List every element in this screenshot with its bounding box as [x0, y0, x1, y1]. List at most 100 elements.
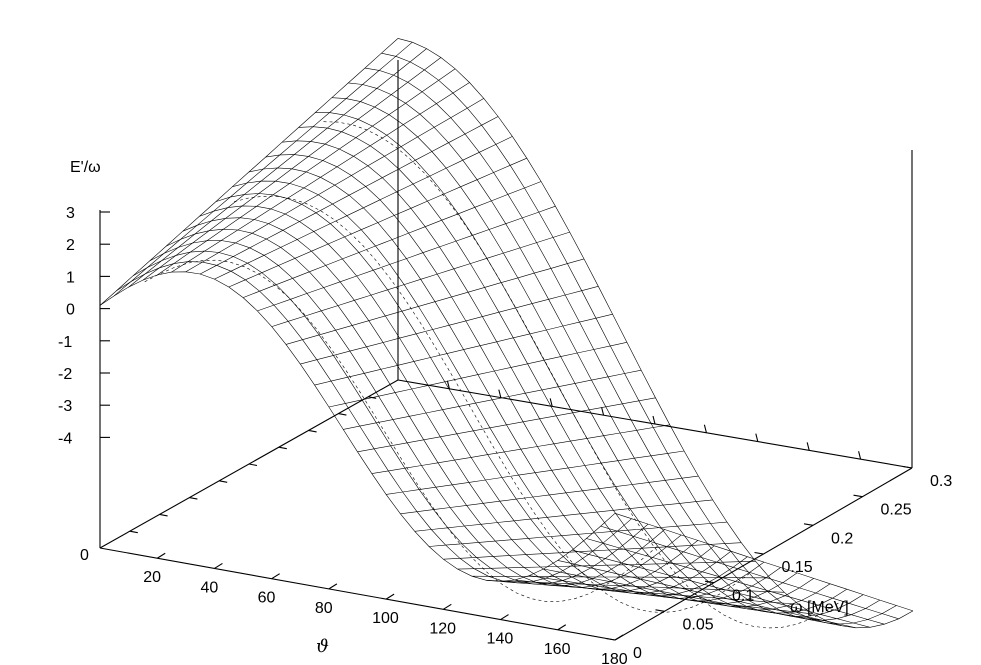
y-tick-label: 0.15: [782, 559, 813, 576]
mesh-line-omega: [232, 180, 748, 597]
mesh-line-theta: [414, 499, 713, 532]
back-tick-mark: [858, 451, 862, 460]
x-axis-title: ϑ: [316, 636, 329, 657]
mesh-line-theta: [228, 157, 527, 288]
y-tick-label: 0.05: [683, 616, 714, 633]
axis-labels: E'/ω 0 ϑ ω [MeV] 3 2 1 0 -1 -2 -3 -4 20 40 60 80 100…: [58, 159, 952, 665]
z-tick-label: -2: [58, 366, 72, 383]
y-tick-label: 0.2: [831, 530, 853, 547]
mesh-line-omega: [298, 126, 814, 608]
mesh-line-omega: [315, 112, 831, 611]
x-tick-label: 180: [601, 651, 628, 665]
back-tick-mark: [308, 429, 317, 433]
y-tick-mark: [704, 580, 715, 584]
y-tick-label: 0.25: [881, 502, 912, 519]
back-tick-mark: [703, 424, 707, 433]
surface-mesh: [99, 38, 914, 629]
x-tick-label: 60: [258, 590, 276, 607]
y-tick-mark: [605, 637, 616, 641]
y-tick-label: 0.1: [732, 588, 754, 605]
mesh-line-theta: [142, 57, 442, 281]
back-tick-mark: [652, 415, 656, 425]
mesh-line-omega: [248, 167, 765, 599]
z-tick-label: 0: [66, 302, 75, 319]
mesh-line-omega: [381, 52, 897, 625]
x-tick-mark: [443, 603, 452, 610]
y-axis-title: ω [MeV]: [790, 599, 849, 616]
z-tick-label: -1: [58, 334, 72, 351]
back-tick-mark: [601, 407, 605, 416]
mesh-line-theta: [157, 68, 456, 276]
contour-line: [234, 195, 750, 613]
back-tick-mark: [549, 398, 553, 407]
y-tick-label: 0: [633, 645, 642, 662]
mesh-line-theta: [457, 561, 756, 570]
mesh-line-theta: [185, 98, 484, 273]
mesh-line-theta: [199, 116, 499, 275]
z-tick-label: 2: [66, 237, 75, 254]
mesh-line-theta: [214, 136, 513, 280]
back-tick-mark: [189, 497, 198, 500]
mesh-line-omega: [265, 154, 781, 602]
back-tick-mark: [498, 389, 502, 398]
z-tick-label: 3: [66, 205, 75, 222]
x-tick-mark: [500, 614, 509, 621]
y-tick-mark: [902, 465, 913, 469]
mesh-line-theta: [428, 521, 728, 547]
contour-line: [144, 259, 660, 602]
mesh-line-theta: [443, 542, 742, 560]
mesh-line-theta: [300, 286, 599, 365]
x-tick-mark: [156, 552, 166, 559]
x-tick-label: 120: [429, 620, 456, 637]
back-tick-mark: [368, 396, 377, 399]
mesh-line-theta: [357, 397, 656, 453]
z-tick-label: 1: [66, 269, 75, 286]
mesh-line-theta: [285, 258, 585, 345]
back-tick-mark: [219, 480, 228, 483]
x-tick-mark: [385, 593, 395, 600]
mesh-line-theta: [572, 549, 871, 628]
z-tick-label: -3: [58, 398, 72, 415]
x-tick-mark: [271, 573, 280, 580]
mesh-line-theta: [500, 581, 799, 605]
mesh-line-theta: [543, 568, 842, 626]
back-tick-mark: [806, 442, 810, 451]
x-tick-label: 40: [200, 579, 218, 596]
back-tick-mark: [278, 446, 287, 450]
y-tick-mark: [803, 523, 814, 526]
mesh-line-theta: [557, 560, 856, 629]
mesh-line-theta: [343, 369, 642, 430]
mesh-line-theta: [586, 538, 885, 625]
z-tick-label: -4: [58, 430, 72, 447]
mesh-line-theta: [600, 525, 899, 620]
x-tick-label: 160: [544, 641, 571, 658]
x-tick-label: 20: [143, 569, 161, 586]
mesh-line-theta: [242, 181, 542, 298]
mesh-line-theta: [328, 342, 627, 408]
mesh-line-theta: [614, 513, 914, 612]
mesh-line-theta: [514, 579, 813, 615]
y-tick-mark: [655, 609, 665, 612]
y-tick-mark: [754, 551, 764, 555]
x-tick-mark: [557, 624, 567, 631]
z-axis-title: E'/ω: [70, 159, 101, 176]
x-tick-mark: [328, 583, 338, 590]
mesh-line-theta: [171, 82, 470, 273]
mesh-line-theta: [257, 205, 556, 312]
mesh-line-theta: [400, 475, 699, 515]
back-tick-mark: [159, 513, 168, 517]
mesh-line-theta: [371, 424, 670, 474]
mesh-line-theta: [471, 575, 770, 579]
x-tick-mark: [214, 562, 223, 569]
mesh-line-theta: [271, 231, 570, 327]
mesh-line-theta: [128, 48, 427, 288]
x-tick-mark: [614, 634, 624, 641]
contour-line: [323, 121, 839, 629]
axes: [99, 60, 913, 641]
z-base-label: 0: [80, 547, 89, 564]
x-axis-line: [99, 547, 616, 641]
back-tick-mark: [129, 530, 138, 534]
mesh-line-theta: [386, 450, 685, 495]
mesh-line-omega: [132, 250, 649, 585]
